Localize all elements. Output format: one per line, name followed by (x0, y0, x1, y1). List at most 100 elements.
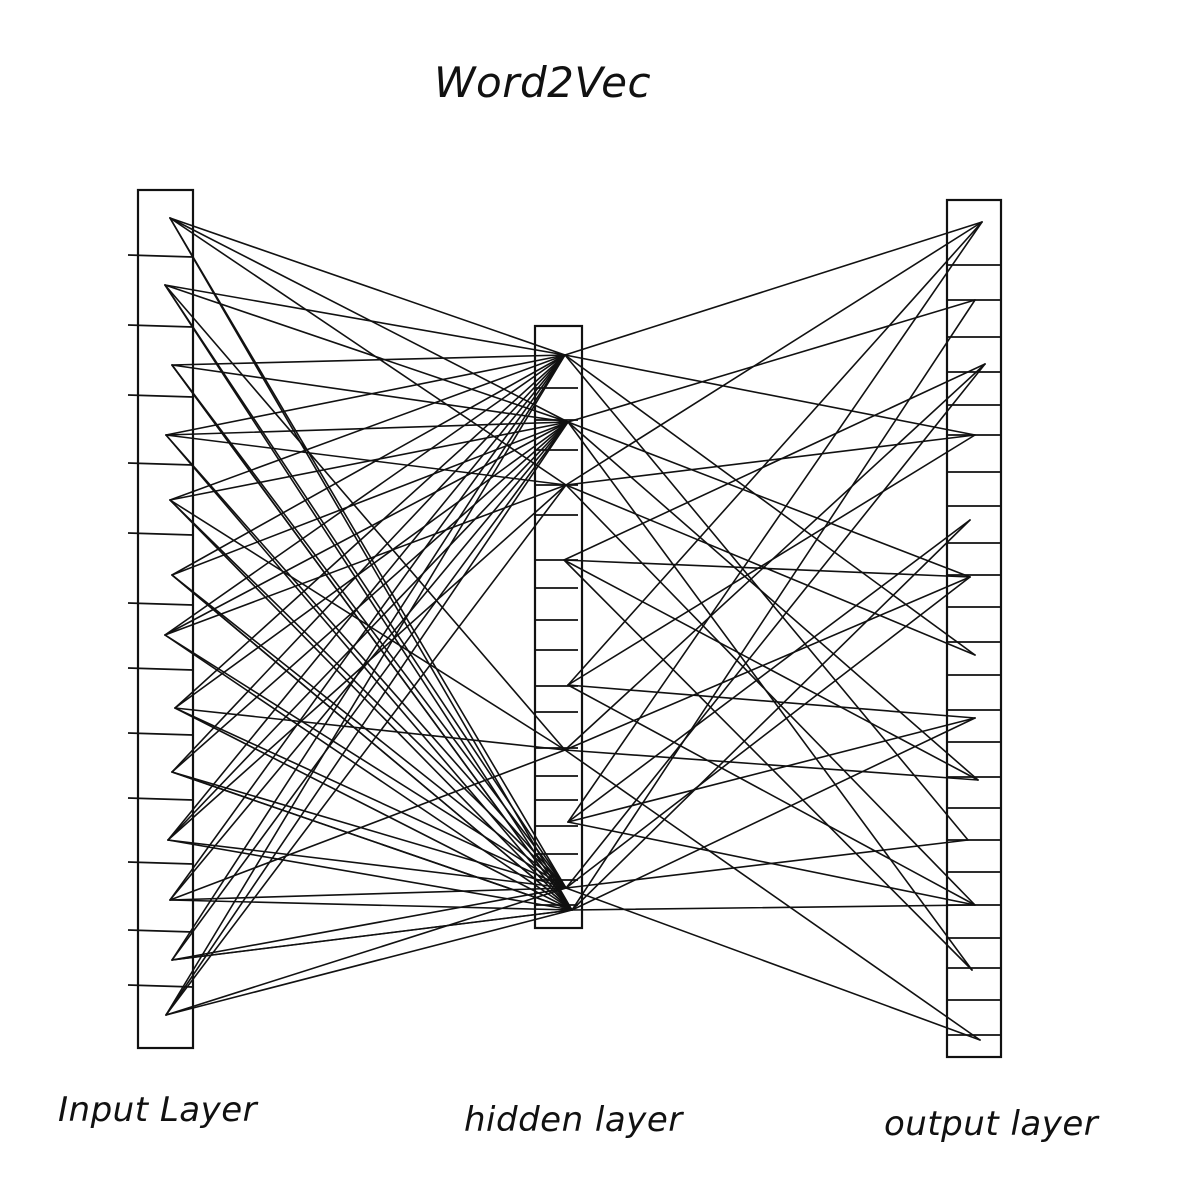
hidden-output-connection (567, 519, 971, 823)
hidden-output-connection (565, 887, 981, 1041)
input-hidden-connection (171, 354, 566, 773)
input-hidden-connection (165, 887, 567, 1016)
input-hidden-connection (164, 284, 569, 423)
input-tick (127, 929, 194, 933)
output-layer-box (945, 198, 1003, 1059)
input-hidden-connection (169, 421, 569, 501)
input-hidden-connection (169, 217, 567, 889)
input-hidden-connection (164, 484, 567, 636)
input-hidden-connection (169, 354, 566, 901)
hidden-output-connection (567, 221, 983, 686)
hidden-output-connection (565, 484, 976, 656)
input-hidden-connection (169, 421, 569, 901)
input-hidden-connection (174, 707, 573, 911)
input-hidden-connection (164, 421, 569, 636)
input-hidden-connection (171, 354, 566, 961)
input-tick (127, 532, 194, 536)
connections (164, 217, 986, 1041)
hidden-output-connection (563, 559, 971, 578)
input-hidden-connection (164, 634, 567, 889)
input-hidden-connection (171, 421, 569, 773)
input-hidden-connection (167, 354, 566, 841)
hidden-output-connection (565, 839, 969, 889)
input-hidden-connection (169, 217, 566, 356)
input-hidden-connection (171, 364, 573, 911)
hidden-output-connection (565, 434, 976, 486)
hidden-output-connection (567, 717, 976, 823)
input-hidden-connection (169, 899, 573, 911)
input-hidden-connection (165, 909, 573, 1016)
input-hidden-connection (165, 434, 573, 911)
input-tick (127, 462, 194, 466)
diagram-title: Word2Vec (434, 58, 652, 107)
hidden-output-connection (564, 354, 976, 436)
input-hidden-connection (167, 839, 573, 911)
hidden-output-connection (567, 421, 979, 781)
input-hidden-connection (164, 354, 566, 636)
input-hidden-connection (167, 839, 567, 889)
input-hidden-connection (171, 887, 567, 961)
input-hidden-connection (171, 771, 573, 911)
hidden-output-connection (564, 354, 976, 656)
input-hidden-connection (169, 217, 567, 486)
input-hidden-connection (165, 421, 569, 1016)
input-hidden-connection (171, 354, 566, 366)
hidden-output-connection (565, 484, 976, 906)
input-hidden-connection (167, 421, 569, 841)
input-hidden-connection (169, 499, 566, 751)
input-hidden-connection (169, 217, 573, 911)
input-hidden-connection (164, 284, 566, 751)
input-tick (127, 984, 194, 988)
hidden-output-connection (564, 221, 983, 356)
hidden-output-connection (564, 576, 971, 751)
hidden-output-connection (567, 684, 976, 906)
input-hidden-connection (164, 284, 566, 356)
input-hidden-connection (165, 354, 566, 436)
input-hidden-connection (174, 421, 569, 709)
hidden-output-connection (564, 363, 986, 751)
input-hidden-connection (171, 909, 573, 961)
hidden-output-connection (567, 421, 971, 578)
hidden-output-connection (564, 749, 981, 1041)
input-hidden-connection (174, 707, 566, 751)
hidden-output-connection (563, 363, 986, 561)
input-tick (127, 602, 194, 606)
hidden-output-connection (571, 299, 976, 911)
input-hidden-connection (169, 354, 566, 501)
input-hidden-connection (174, 354, 566, 709)
input-hidden-connection (171, 354, 566, 576)
hidden-output-connection (571, 904, 976, 911)
hidden-layer-box (533, 324, 584, 930)
input-hidden-connection (171, 421, 569, 576)
input-hidden-connection (164, 284, 567, 889)
hidden-output-connection (571, 717, 976, 911)
input-hidden-connection (171, 574, 567, 889)
input-layer-label: Input Layer (58, 1090, 258, 1130)
hidden-layer-label: hidden layer (464, 1100, 683, 1140)
input-hidden-connection (165, 484, 567, 1016)
input-hidden-connection (171, 771, 567, 889)
hidden-output-connection (565, 576, 971, 889)
hidden-output-connection (571, 519, 971, 911)
hidden-output-connection (564, 354, 969, 841)
hidden-output-connection (565, 221, 983, 486)
hidden-output-connection (567, 299, 976, 423)
input-hidden-connection (169, 499, 573, 911)
hidden-output-connection (567, 684, 976, 719)
hidden-output-connection (565, 363, 986, 889)
layer-ticks (127, 254, 1001, 1036)
input-hidden-connection (169, 749, 566, 901)
input-hidden-connection (164, 634, 573, 911)
input-hidden-connection (174, 707, 567, 889)
output-layer-label: output layer (884, 1104, 1099, 1144)
input-hidden-connection (165, 354, 566, 1016)
input-tick (127, 797, 194, 801)
input-layer-box (136, 188, 195, 1050)
hidden-output-connection (564, 749, 979, 781)
input-tick (127, 394, 194, 398)
input-tick (127, 861, 194, 865)
input-hidden-connection (165, 434, 567, 486)
hidden-output-connection (567, 221, 983, 823)
input-tick (127, 667, 194, 671)
